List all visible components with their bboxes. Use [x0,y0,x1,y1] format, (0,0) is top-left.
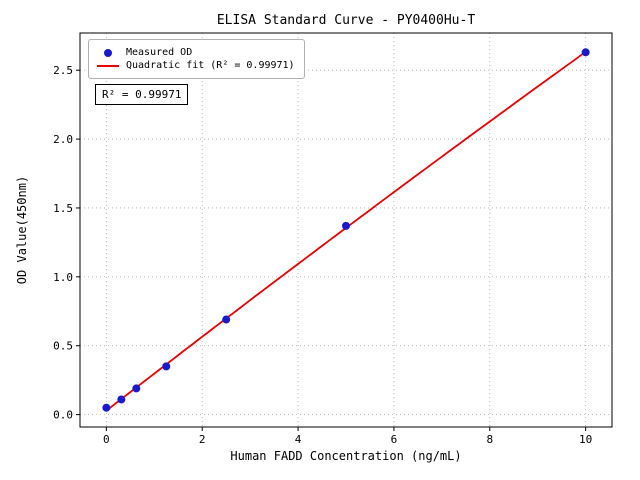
data-point [581,48,590,57]
chart-title: ELISA Standard Curve - PY0400Hu-T [216,13,476,28]
red-line-icon [97,64,119,67]
scatter-marker-icon [96,48,120,57]
legend-item-quadratic-fit: Quadratic fit (R² = 0.99971) [96,60,295,71]
data-point [222,315,231,324]
plot-border [79,32,613,428]
x-tick-label: 6 [391,433,398,446]
x-axis-label: Human FADD Concentration (ng/mL) [230,449,462,463]
data-point [342,221,350,230]
legend-item-measured-od: Measured OD [96,47,295,58]
y-axis-label: OD Value(450nm) [15,175,29,285]
y-tick-label: 1.5 [53,202,73,215]
y-tick-label: 1.0 [53,271,73,284]
quadratic-fit-line [105,51,587,412]
r-squared-annotation: R² = 0.99971 [95,84,189,105]
y-tick-label: 2.5 [53,64,73,77]
x-tick-label: 2 [199,433,206,446]
legend-label-quadratic-fit: Quadratic fit (R² = 0.99971) [126,60,295,71]
y-tick-label: 2.0 [53,133,73,146]
x-tick-label: 0 [103,433,110,446]
x-tick-label: 10 [579,433,592,446]
x-tick-label: 4 [295,433,302,446]
legend-label-measured-od: Measured OD [126,47,193,58]
line-marker-icon [96,64,120,67]
data-point [102,403,111,412]
data-point [162,362,171,371]
legend: Measured OD Quadratic fit (R² = 0.99971) [88,39,305,79]
blue-dot-icon [104,48,112,57]
data-point [132,384,141,393]
data-point [117,395,126,404]
y-tick-label: 0.0 [53,409,73,422]
x-tick-label: 8 [486,433,493,446]
y-tick-label: 0.5 [53,340,73,353]
